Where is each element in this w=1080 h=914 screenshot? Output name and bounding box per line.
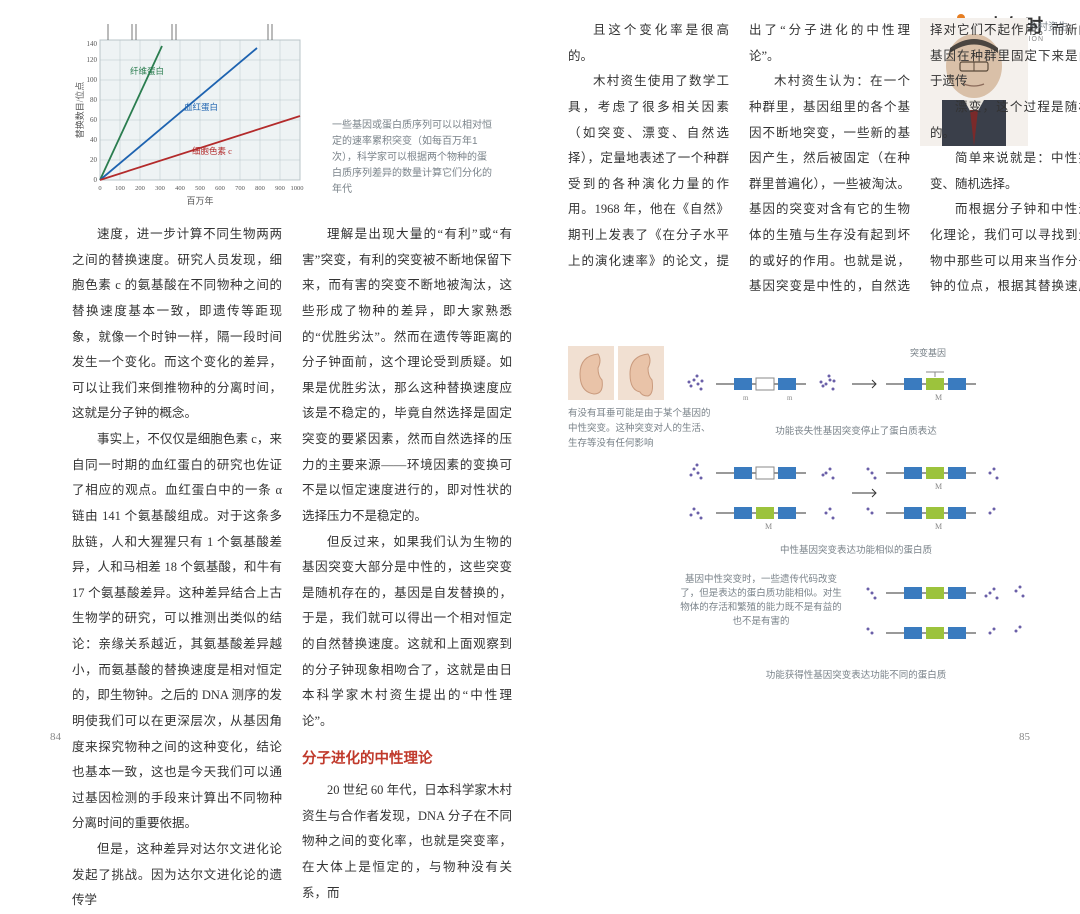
svg-text:100: 100 — [115, 185, 125, 192]
ear-caption: 有没有耳垂可能是由于某个基因的中性突变。这种突变对人的生活、生存等没有任何影响 — [568, 406, 718, 452]
svg-text:M: M — [935, 393, 942, 402]
svg-text:500: 500 — [195, 185, 205, 192]
body-paragraph: 理解是出现大量的“有利”或“有害”突变，有利的突变被不断地保留下来，而有害的突变… — [302, 222, 512, 530]
svg-text:120: 120 — [87, 56, 98, 64]
svg-text:20: 20 — [90, 156, 98, 164]
section-heading: 分子进化的中性理论 — [302, 745, 512, 775]
body-paragraph: 事实上，不仅仅是细胞色素 c，来自同一时期的血红蛋白的研究也佐证了相应的观点。血… — [72, 427, 282, 837]
body-paragraph: 速度，进一步计算不同生物两两之间的替换速度。研究人员发现，细胞色素 c 的氨基酸… — [72, 222, 282, 427]
svg-text:60: 60 — [90, 116, 98, 124]
svg-text:300: 300 — [155, 185, 165, 192]
series-cytc-label: 细胞色素 c — [192, 146, 232, 156]
svg-text:突变基因: 突变基因 — [910, 347, 946, 358]
svg-text:M: M — [935, 522, 942, 531]
page-number: 85 — [1019, 731, 1030, 743]
right-page-body: 木村资生 且这个变化率是很高的。 木村资生使用了数学工具，考虑了很多相关因素（如… — [568, 18, 1032, 322]
mutation-diagram: 突变基因 mm M 功能丧 — [676, 346, 1036, 683]
body-paragraph: 20 世纪 60 年代，日本科学家木村资生与合作者发现，DNA 分子在不同物种之… — [302, 778, 512, 906]
svg-text:m: m — [787, 394, 793, 402]
svg-text:40: 40 — [90, 136, 98, 144]
body-paragraph: 且这个变化率是很高的。 — [568, 18, 729, 69]
svg-text:0: 0 — [98, 185, 101, 192]
series-fiber-label: 纤维蛋白 — [130, 66, 164, 76]
svg-text:M: M — [765, 522, 772, 531]
svg-text:m: m — [743, 394, 749, 402]
svg-text:100: 100 — [87, 76, 98, 84]
body-paragraph: 但反过来，如果我们认为生物的基因突变大部分是中性的，这些突变是随机存在的，基因是… — [302, 530, 512, 735]
svg-text:700: 700 — [235, 185, 245, 192]
page-number: 84 — [50, 731, 61, 743]
diagram-label: 基因中性突变时，一些遗传代码改变了，但是表达的蛋白质功能相似。对生物体的存活和繁… — [676, 573, 846, 630]
left-page-body: 速度，进一步计算不同生物两两之间的替换速度。研究人员发现，细胞色素 c 的氨基酸… — [72, 222, 512, 914]
svg-text:800: 800 — [255, 185, 265, 192]
svg-text:200: 200 — [135, 185, 145, 192]
divergence-chart: 0 20 40 60 80 100 120 140 0 100 200 300 400 500 6… — [72, 18, 512, 208]
diagram-label: 功能获得性基因突变表达功能不同的蛋白质 — [676, 669, 1036, 683]
svg-text:0: 0 — [94, 176, 98, 184]
svg-text:140: 140 — [87, 40, 98, 48]
svg-text:1000: 1000 — [291, 185, 304, 192]
chart-caption: 一些基因或蛋白质序列可以以相对恒定的速率累积突变（如每百万年1次），科学家可以根… — [332, 118, 492, 198]
chart-svg: 0 20 40 60 80 100 120 140 0 100 200 300 400 500 6… — [72, 18, 322, 208]
svg-text:80: 80 — [90, 96, 98, 104]
body-paragraph: 简单来说就是：中性突变、随机选择。 — [930, 146, 1080, 197]
svg-text:400: 400 — [175, 185, 185, 192]
ear-photos — [568, 346, 664, 400]
diagram-label: 功能丧失性基因突变停止了蛋白质表达 — [676, 425, 1036, 439]
x-axis-label: 百万年 — [186, 195, 213, 206]
y-axis-label: 替换数目/位点 — [74, 82, 85, 139]
series-hemoglobin-label: 血红蛋白 — [184, 102, 218, 112]
diagram-label: 中性基因突变表达功能相似的蛋白质 — [676, 544, 1036, 558]
svg-text:900: 900 — [275, 185, 285, 192]
svg-text:600: 600 — [215, 185, 225, 192]
svg-text:M: M — [935, 482, 942, 491]
body-paragraph: 但是，这种差异对达尔文进化论发起了挑战。因为达尔文进化论的遗传学 — [72, 837, 282, 914]
